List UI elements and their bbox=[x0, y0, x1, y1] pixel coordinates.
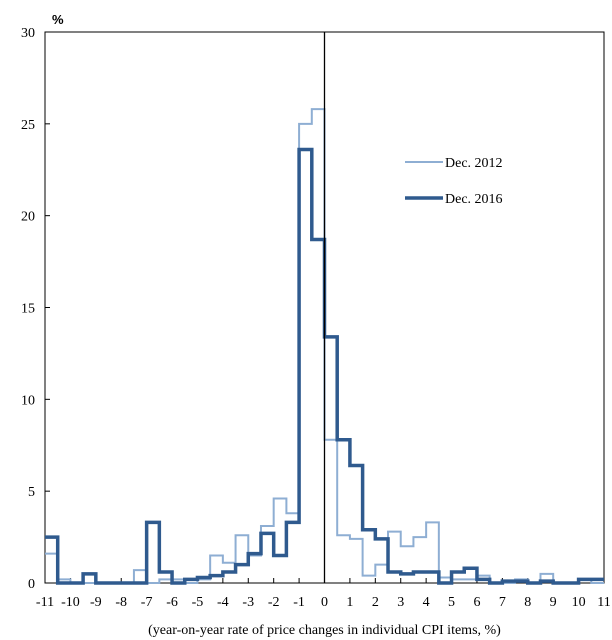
y-tick-label: 20 bbox=[21, 210, 35, 225]
x-tick-label: -7 bbox=[141, 595, 153, 610]
x-tick-label: -5 bbox=[192, 595, 204, 610]
x-tick-label: 1 bbox=[346, 595, 353, 610]
x-tick-label: -6 bbox=[166, 595, 178, 610]
x-tick-label: 7 bbox=[499, 595, 506, 610]
y-tick-label: 5 bbox=[28, 485, 35, 500]
x-tick-label: 5 bbox=[448, 595, 455, 610]
y-tick-label: 30 bbox=[21, 26, 35, 41]
x-tick-label: -3 bbox=[242, 595, 254, 610]
y-tick-label: 10 bbox=[21, 393, 35, 408]
legend-label-dec-2012: Dec. 2012 bbox=[445, 156, 503, 171]
x-tick-label: -9 bbox=[90, 595, 102, 610]
x-tick-label: 3 bbox=[397, 595, 404, 610]
x-tick-label: -1 bbox=[293, 595, 305, 610]
y-unit-label: % bbox=[52, 12, 64, 27]
y-axis: 0 5 10 15 20 25 30 bbox=[21, 26, 50, 592]
x-tick-label: 10 bbox=[572, 595, 586, 610]
x-tick-label: 2 bbox=[372, 595, 379, 610]
x-tick-label: -11 bbox=[36, 595, 54, 610]
x-tick-label: 0 bbox=[321, 595, 328, 610]
x-tick-label: 8 bbox=[524, 595, 531, 610]
y-tick-label: 15 bbox=[21, 302, 35, 317]
x-tick-label: -2 bbox=[268, 595, 280, 610]
x-tick-label: 11 bbox=[597, 595, 610, 610]
y-tick-label: 25 bbox=[21, 118, 35, 133]
x-axis-title: (year-on-year rate of price changes in i… bbox=[148, 623, 501, 638]
series-line-dec-2012 bbox=[45, 108, 604, 584]
y-tick-label: 0 bbox=[28, 577, 35, 592]
x-tick-label: 6 bbox=[473, 595, 480, 610]
legend-label-dec-2016: Dec. 2016 bbox=[445, 192, 503, 207]
x-axis: -11 -10 -9 -8 -7 -6 -5 -4 -3 -2 -1 0 1 2 3 4 5 6 7 8 9 10 11 bbox=[36, 578, 611, 610]
x-tick-label: 4 bbox=[423, 595, 430, 610]
x-tick-label: -10 bbox=[61, 595, 80, 610]
x-tick-label: 9 bbox=[550, 595, 557, 610]
x-tick-label: -4 bbox=[217, 595, 229, 610]
legend: Dec. 2012 Dec. 2016 bbox=[405, 156, 503, 207]
x-tick-label: -8 bbox=[115, 595, 127, 610]
